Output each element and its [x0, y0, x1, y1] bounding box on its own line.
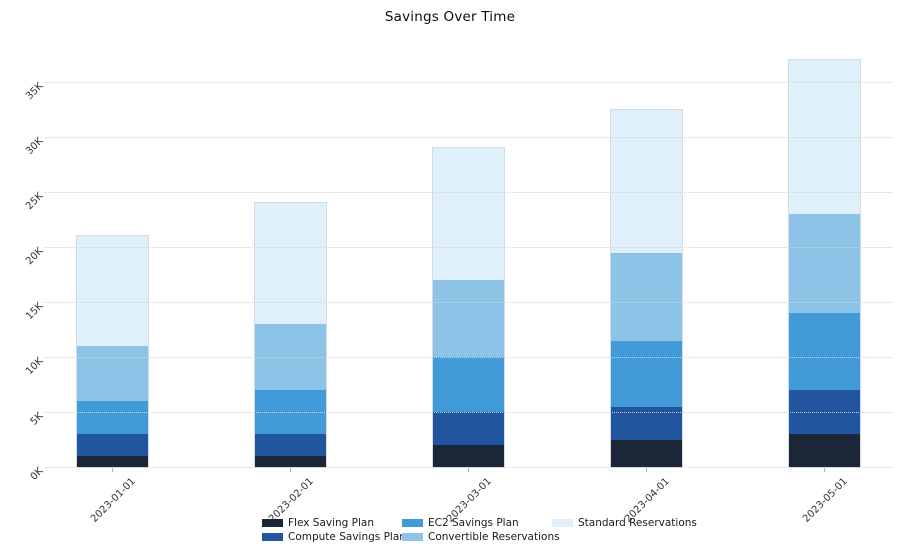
bar-segment [610, 439, 682, 467]
bar-segment [432, 148, 504, 280]
legend-label: EC2 Savings Plan [428, 517, 519, 529]
bar-segment [788, 214, 860, 313]
y-axis-tick-label: 0K [28, 465, 46, 483]
bar-segment [254, 324, 326, 390]
bar-2023-03-01 [431, 147, 505, 468]
legend-label: Convertible Reservations [428, 531, 560, 543]
bar-2023-04-01 [609, 108, 683, 468]
bar-segment [610, 252, 682, 341]
bar-segment [254, 203, 326, 324]
legend-swatch [552, 519, 573, 527]
y-axis-tick-label: 15K [24, 300, 46, 323]
y-axis-tick-label: 35K [24, 80, 46, 103]
bar-segment [76, 434, 148, 456]
bar-segment [254, 456, 326, 467]
legend-item: EC2 Savings Plan [402, 516, 519, 530]
legend-item: Convertible Reservations [402, 530, 560, 544]
bar-segment [610, 406, 682, 440]
legend-label: Standard Reservations [578, 517, 697, 529]
bar-segment [788, 60, 860, 214]
bar-segment [76, 456, 148, 467]
bar-segment [432, 280, 504, 357]
gridline [45, 82, 893, 83]
legend-item: Flex Saving Plan [262, 516, 374, 530]
legend-item: Standard Reservations [552, 516, 697, 530]
x-axis-tick-label: 2023-05-01 [800, 476, 850, 525]
bar-segment [788, 390, 860, 434]
chart-title: Savings Over Time [384, 9, 516, 25]
bar-segment [788, 313, 860, 390]
bar-2023-05-01 [787, 59, 861, 468]
bar-2023-01-01 [75, 235, 149, 468]
bar-segment [610, 340, 682, 407]
bar-segment [254, 434, 326, 456]
x-axis-tick [290, 468, 291, 472]
y-axis-tick-label: 30K [24, 135, 46, 158]
legend-swatch [402, 519, 423, 527]
bar-segment [76, 401, 148, 434]
legend-label: Compute Savings Plan [288, 531, 406, 543]
bar-segment [432, 357, 504, 412]
y-axis-tick-label: 5K [28, 410, 46, 428]
bar-segment [254, 390, 326, 434]
gridline [45, 137, 893, 138]
y-axis-tick-label: 10K [24, 355, 46, 378]
gridline [45, 467, 893, 468]
bar-segment [788, 434, 860, 467]
legend-swatch [402, 533, 423, 541]
legend-label: Flex Saving Plan [288, 517, 375, 529]
legend-swatch [262, 533, 283, 541]
x-axis-tick [646, 468, 647, 472]
legend-item: Compute Savings Plan [262, 530, 406, 544]
legend-swatch [262, 519, 283, 527]
bar-segment [76, 236, 148, 346]
bar-segment [610, 109, 682, 253]
bar-segment [432, 445, 504, 467]
bar-2023-02-01 [253, 202, 327, 468]
x-axis-tick-label: 2023-01-01 [88, 476, 138, 525]
y-axis-tick-label: 20K [24, 245, 46, 268]
bar-segment [432, 412, 504, 445]
y-axis-tick-label: 25K [24, 190, 46, 213]
x-axis-tick [468, 468, 469, 472]
bar-segment [76, 346, 148, 401]
x-axis-tick [112, 468, 113, 472]
x-axis-tick [824, 468, 825, 472]
